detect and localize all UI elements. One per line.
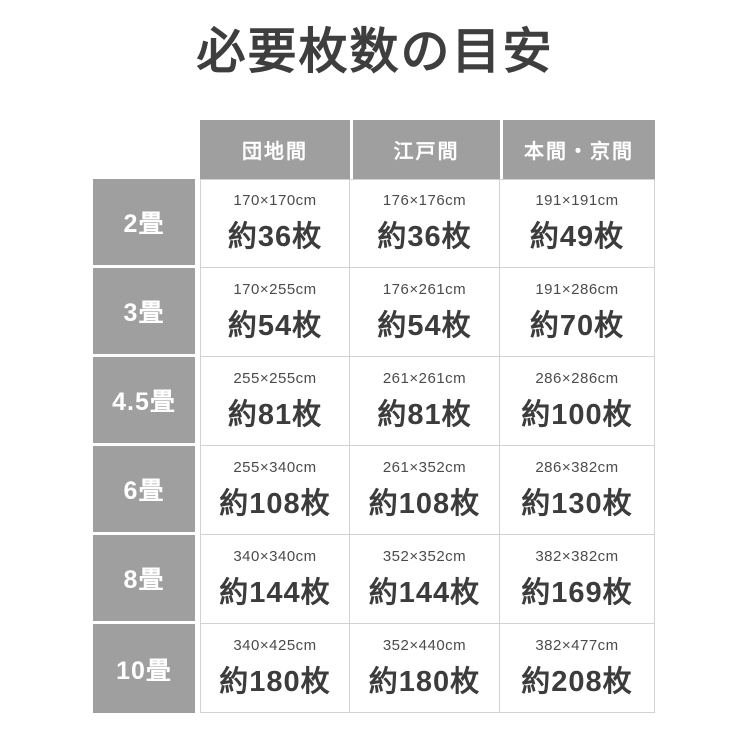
- cell-count: 約36枚: [377, 221, 472, 253]
- cell-size: 340×340cm: [233, 547, 317, 565]
- row-header-6jo: 6畳: [93, 446, 195, 535]
- table-cell: 286×286cm 約100枚: [500, 357, 655, 446]
- row-header-2jo: 2畳: [93, 179, 195, 268]
- table-cell: 255×340cm 約108枚: [200, 446, 350, 535]
- cell-count: 約49枚: [529, 221, 625, 253]
- cell-size: 176×176cm: [382, 192, 467, 209]
- row-header-3jo: 3畳: [93, 268, 195, 357]
- row-header-4-5jo: 4.5畳: [93, 357, 195, 446]
- cell-size: 382×477cm: [535, 636, 619, 654]
- cell-size: 255×255cm: [233, 369, 317, 387]
- cell-size: 261×261cm: [382, 369, 467, 387]
- cell-count: 約81枚: [227, 398, 323, 431]
- cell-count: 約36枚: [227, 221, 323, 253]
- column-gap: [195, 535, 200, 624]
- column-gap: [195, 624, 200, 713]
- column-gap: [195, 357, 200, 446]
- cell-size: 170×170cm: [233, 192, 317, 209]
- cell-count: 約144枚: [219, 576, 331, 609]
- cell-count: 約208枚: [521, 665, 633, 698]
- column-header-danchima: 団地間: [200, 120, 350, 179]
- column-gap: [195, 268, 200, 357]
- cell-count: 約108枚: [219, 487, 331, 520]
- cell-count: 約169枚: [521, 576, 633, 609]
- table-cell: 261×352cm 約108枚: [350, 446, 500, 535]
- row-header-10jo: 10畳: [93, 624, 195, 713]
- table-cell: 261×261cm 約81枚: [350, 357, 500, 446]
- cell-size: 261×352cm: [382, 458, 467, 476]
- cell-count: 約130枚: [521, 487, 633, 520]
- row-header-8jo: 8畳: [93, 535, 195, 624]
- header-corner-spacer: [93, 120, 200, 179]
- cell-count: 約180枚: [368, 665, 481, 698]
- cell-count: 約100枚: [521, 398, 633, 431]
- cell-count: 約180枚: [219, 665, 331, 698]
- cell-size: 340×425cm: [233, 636, 317, 654]
- cell-count: 約108枚: [368, 487, 481, 520]
- table-cell: 340×425cm 約180枚: [200, 624, 350, 713]
- table-cell: 191×191cm 約49枚: [500, 179, 655, 268]
- cell-size: 286×382cm: [535, 458, 619, 476]
- table-cell: 352×440cm 約180枚: [350, 624, 500, 713]
- table-cell: 176×261cm 約54枚: [350, 268, 500, 357]
- column-gap: [195, 446, 200, 535]
- cell-count: 約54枚: [227, 309, 323, 342]
- cell-count: 約144枚: [368, 576, 481, 609]
- cell-size: 170×255cm: [233, 280, 317, 298]
- table-cell: 191×286cm 約70枚: [500, 268, 655, 357]
- cell-size: 352×440cm: [382, 636, 467, 654]
- table-cell: 382×382cm 約169枚: [500, 535, 655, 624]
- table-cell: 255×255cm 約81枚: [200, 357, 350, 446]
- cell-size: 382×382cm: [535, 547, 619, 565]
- cell-size: 286×286cm: [535, 369, 619, 387]
- cell-count: 約81枚: [377, 398, 472, 431]
- table-cell: 352×352cm 約144枚: [350, 535, 500, 624]
- page-title: 必要枚数の目安: [196, 25, 554, 79]
- table-cell: 340×340cm 約144枚: [200, 535, 350, 624]
- table-cell: 170×255cm 約54枚: [200, 268, 350, 357]
- table-cell: 176×176cm 約36枚: [350, 179, 500, 268]
- column-header-edoma: 江戸間: [350, 120, 500, 179]
- column-gap: [195, 179, 200, 268]
- cell-size: 191×191cm: [535, 192, 619, 209]
- column-header-honma-kyoma: 本間・京間: [500, 120, 655, 179]
- cell-size: 255×340cm: [233, 458, 317, 476]
- table-cell: 286×382cm 約130枚: [500, 446, 655, 535]
- cell-size: 176×261cm: [382, 280, 467, 298]
- table-cell: 382×477cm 約208枚: [500, 624, 655, 713]
- table-cell: 170×170cm 約36枚: [200, 179, 350, 268]
- cell-size: 191×286cm: [535, 280, 619, 298]
- cell-size: 352×352cm: [382, 547, 467, 565]
- size-guide-table: 団地間 江戸間 本間・京間 2畳 170×170cm 約36枚 176×176c…: [93, 120, 655, 713]
- cell-count: 約70枚: [529, 309, 625, 342]
- cell-count: 約54枚: [377, 309, 472, 342]
